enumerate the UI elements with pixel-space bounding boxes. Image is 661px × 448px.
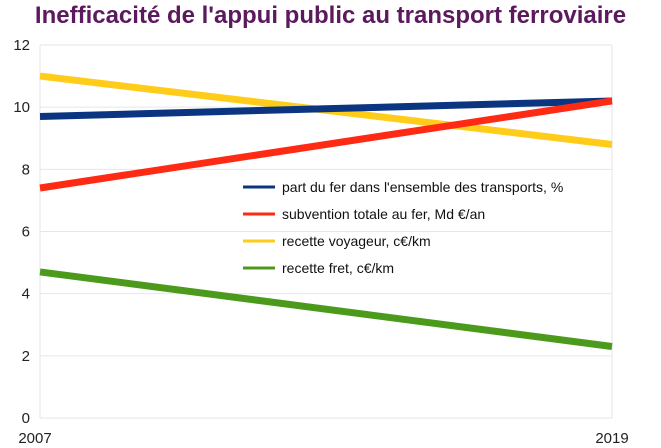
- legend-label: recette voyageur, c€/km: [282, 233, 431, 249]
- y-tick-label: 4: [22, 286, 30, 303]
- y-tick-label: 6: [22, 224, 30, 241]
- chart-title: Inefficacité de l'appui public au transp…: [34, 2, 627, 29]
- x-tick-label: 2019: [595, 430, 628, 447]
- x-tick-label: 2007: [18, 430, 51, 447]
- series-line-3: [39, 268, 613, 350]
- y-tick-label: 12: [13, 37, 30, 54]
- legend-label: subvention totale au fer, Md €/an: [282, 206, 485, 222]
- y-tick-label: 2: [22, 348, 30, 365]
- series-line-0: [39, 97, 613, 120]
- y-tick-label: 10: [13, 99, 30, 116]
- y-tick-label: 8: [22, 161, 30, 178]
- series-line-1: [39, 97, 613, 192]
- y-tick-label: 0: [22, 410, 30, 427]
- legend-label: part du fer dans l'ensemble des transpor…: [282, 179, 563, 195]
- legend-label: recette fret, c€/km: [282, 260, 394, 276]
